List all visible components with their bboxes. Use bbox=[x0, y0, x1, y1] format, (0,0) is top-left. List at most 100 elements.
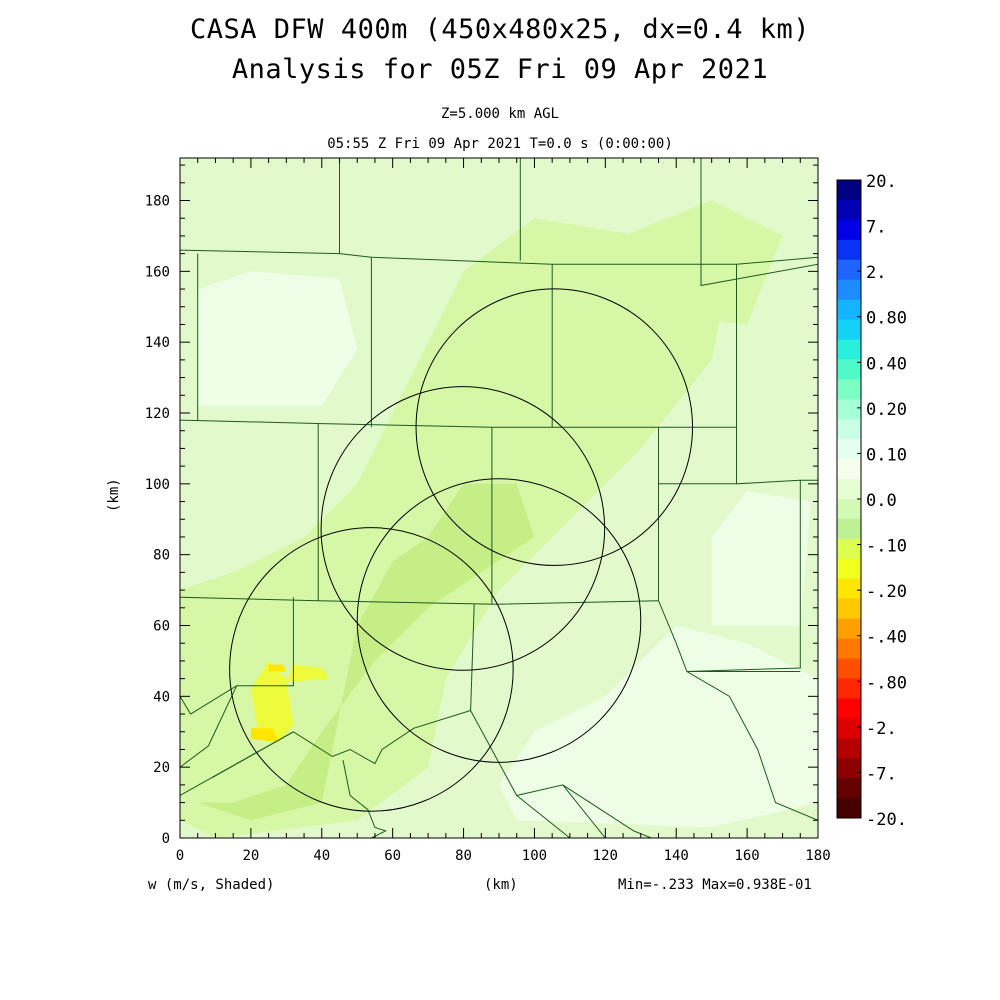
colorbar-swatch bbox=[837, 638, 861, 659]
colorbar-swatch bbox=[837, 239, 861, 261]
colorbar-label: 0.80 bbox=[866, 309, 907, 329]
min-max-label: Min=-.233 Max=0.938E-01 bbox=[618, 877, 812, 893]
radar-ring-2 bbox=[356, 478, 642, 763]
field-region-10 bbox=[268, 664, 287, 672]
y-tick-label: 100 bbox=[145, 477, 170, 493]
variable-label: w (m/s, Shaded) bbox=[148, 877, 275, 893]
colorbar-swatch bbox=[837, 339, 861, 360]
colorbar-label: -.40 bbox=[866, 628, 907, 648]
colorbar-swatch bbox=[837, 678, 861, 699]
time-label: 05:55 Z Fri 09 Apr 2021 T=0.0 s (0:00:00… bbox=[327, 136, 673, 152]
x-tick-label: 160 bbox=[734, 848, 759, 864]
colorbar-label: -.80 bbox=[866, 673, 907, 693]
colorbar-swatch bbox=[837, 259, 861, 281]
colorbar-swatch bbox=[837, 658, 861, 679]
y-tick-label: 180 bbox=[145, 194, 170, 210]
x-tick-label: 180 bbox=[805, 848, 830, 864]
colorbar-swatch bbox=[837, 199, 861, 221]
x-tick-label: 40 bbox=[313, 848, 330, 864]
x-tick-label: 80 bbox=[455, 848, 472, 864]
radar-ring-0 bbox=[415, 288, 694, 566]
analysis-title: Analysis for 05Z Fri 09 Apr 2021 bbox=[231, 54, 769, 85]
colorbar-swatch bbox=[837, 279, 861, 301]
y-tick-label: 80 bbox=[153, 548, 170, 564]
colorbar-swatch bbox=[837, 419, 861, 440]
county-border-20 bbox=[180, 731, 294, 796]
field-region-1 bbox=[197, 271, 358, 406]
field-layer bbox=[180, 158, 818, 838]
colorbar-swatch bbox=[837, 399, 861, 420]
colorbar-swatch bbox=[837, 499, 861, 520]
field-region-3 bbox=[711, 490, 811, 626]
county-border-15 bbox=[658, 600, 818, 821]
x-axis-label: (km) bbox=[484, 877, 518, 893]
county-border-7 bbox=[700, 158, 818, 287]
colorbar-swatch bbox=[837, 379, 861, 400]
county-border-10 bbox=[318, 600, 659, 605]
field-region-5 bbox=[605, 200, 783, 325]
county-border-layer bbox=[180, 158, 818, 838]
y-tick-label: 160 bbox=[145, 264, 170, 280]
county-border-23 bbox=[516, 795, 571, 838]
colorbar-label: -2. bbox=[866, 719, 897, 739]
county-border-21 bbox=[470, 604, 475, 711]
colorbar-swatch bbox=[837, 459, 861, 480]
radar-ring-1 bbox=[320, 386, 606, 671]
colorbar-swatch bbox=[837, 778, 861, 799]
colorbar-swatch bbox=[837, 180, 861, 201]
county-border-14 bbox=[686, 480, 801, 672]
field-region-6 bbox=[197, 483, 535, 821]
y-tick-label: 120 bbox=[145, 406, 170, 422]
colorbar-swatch bbox=[837, 758, 861, 779]
colorbar-label: 0.40 bbox=[866, 354, 907, 374]
colorbar-label: 0.20 bbox=[866, 400, 907, 420]
field-region-2 bbox=[499, 625, 818, 828]
colorbar-label: 0.0 bbox=[866, 491, 897, 511]
field-region-7 bbox=[250, 660, 294, 743]
level-label: Z=5.000 km AGL bbox=[440, 106, 559, 122]
colorbar-swatch bbox=[837, 558, 861, 580]
colorbar-swatch bbox=[837, 299, 861, 321]
colorbar-swatch bbox=[837, 738, 861, 759]
county-border-22 bbox=[342, 760, 387, 838]
x-tick-label: 140 bbox=[664, 848, 689, 864]
colorbar-swatch bbox=[837, 359, 861, 380]
colorbar-label: 20. bbox=[866, 172, 897, 192]
colorbar-label: -.20 bbox=[866, 582, 907, 602]
colorbar-swatch bbox=[837, 319, 861, 340]
radar-ring-layer bbox=[229, 288, 694, 812]
county-border-17 bbox=[180, 685, 238, 796]
colorbar-swatch bbox=[837, 578, 861, 600]
x-tick-label: 0 bbox=[176, 848, 184, 864]
x-tick-label: 60 bbox=[384, 848, 401, 864]
colorbar-label: -.10 bbox=[866, 537, 907, 557]
colorbar-swatch bbox=[837, 618, 861, 640]
field-region-9 bbox=[250, 728, 280, 743]
y-axis-label: (km) bbox=[106, 478, 122, 512]
colorbar-swatch bbox=[837, 219, 861, 241]
colorbar-label: 2. bbox=[866, 263, 886, 283]
colorbar-swatch bbox=[837, 698, 861, 719]
x-tick-label: 100 bbox=[522, 848, 547, 864]
radar-ring-3 bbox=[229, 527, 514, 812]
colorbar-swatch bbox=[837, 598, 861, 620]
y-tick-label: 0 bbox=[162, 831, 170, 847]
main-title: CASA DFW 400m (450x480x25, dx=0.4 km) bbox=[190, 14, 810, 45]
colorbar-label: 7. bbox=[866, 218, 886, 238]
colorbar-swatch bbox=[837, 798, 861, 819]
colorbar-label: 0.10 bbox=[866, 445, 907, 465]
county-border-25 bbox=[562, 784, 606, 838]
colorbar-swatch bbox=[837, 518, 861, 540]
colorbar-swatch bbox=[837, 718, 861, 739]
colorbar: 20. 7. 2. 0.80 0.40 0.20 0.10 0.0 -.10 -.20 -.40 -.… bbox=[836, 172, 907, 830]
y-tick-label: 20 bbox=[153, 760, 170, 776]
x-tick-label: 20 bbox=[242, 848, 259, 864]
colorbar-label: -20. bbox=[866, 810, 907, 830]
y-tick-label: 60 bbox=[153, 619, 170, 635]
colorbar-label: -7. bbox=[866, 764, 897, 784]
field-region-8 bbox=[286, 664, 329, 683]
x-tick-label: 120 bbox=[593, 848, 618, 864]
colorbar-swatch bbox=[837, 439, 861, 460]
tick-layer: 0 20 40 60 80 100 120 140 160 180 0 20 40 60 80 100 120 1… bbox=[145, 158, 831, 864]
